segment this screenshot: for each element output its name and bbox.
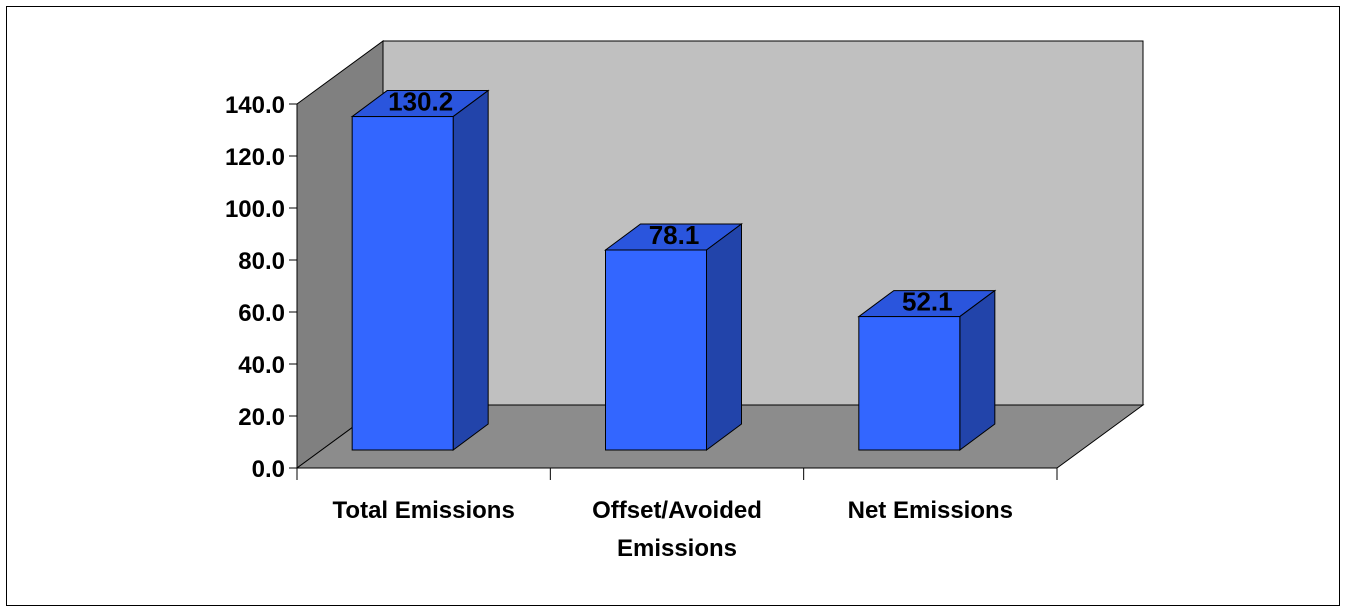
- axes: 0.0 20.0 40.0 60.0 80.0 100.0 120.0 140.0: [225, 92, 1058, 483]
- bar-front: [858, 316, 961, 451]
- data-labels: 130.2 78.1 52.1: [388, 87, 953, 317]
- bar: [603, 222, 744, 451]
- bar-front: [351, 116, 454, 451]
- y-tick-label: 60.0: [238, 300, 285, 327]
- y-tick-label: 0.0: [252, 456, 285, 483]
- y-tick-label: 80.0: [238, 248, 285, 275]
- bar-side: [959, 289, 996, 451]
- back-wall: [382, 40, 1144, 406]
- bar-side: [706, 222, 742, 451]
- category-label-line: Offset/Avoided: [592, 497, 762, 524]
- data-label: 52.1: [902, 287, 953, 317]
- category-label-line: Net Emissions: [848, 497, 1013, 524]
- bars: [350, 89, 997, 451]
- category-label-line: Total Emissions: [333, 497, 515, 524]
- data-label: 130.2: [388, 87, 453, 117]
- category-label: Net Emissions: [848, 497, 1013, 524]
- y-tick-label: 40.0: [238, 352, 285, 379]
- bar: [350, 89, 490, 451]
- category-labels: Total Emissions Offset/Avoided Emissions Ne…: [333, 497, 1013, 562]
- category-label: Total Emissions: [333, 497, 515, 524]
- bar: [857, 289, 997, 451]
- bar-side: [452, 89, 489, 451]
- y-tick-label: 120.0: [225, 144, 285, 171]
- y-tick-label: 140.0: [225, 92, 285, 119]
- category-label: Offset/Avoided Emissions: [592, 497, 762, 562]
- bar-front: [605, 249, 707, 451]
- y-tick-label: 20.0: [238, 404, 285, 431]
- data-label: 78.1: [649, 220, 700, 250]
- y-tick-label: 100.0: [225, 196, 285, 223]
- category-label-line: Emissions: [617, 535, 737, 562]
